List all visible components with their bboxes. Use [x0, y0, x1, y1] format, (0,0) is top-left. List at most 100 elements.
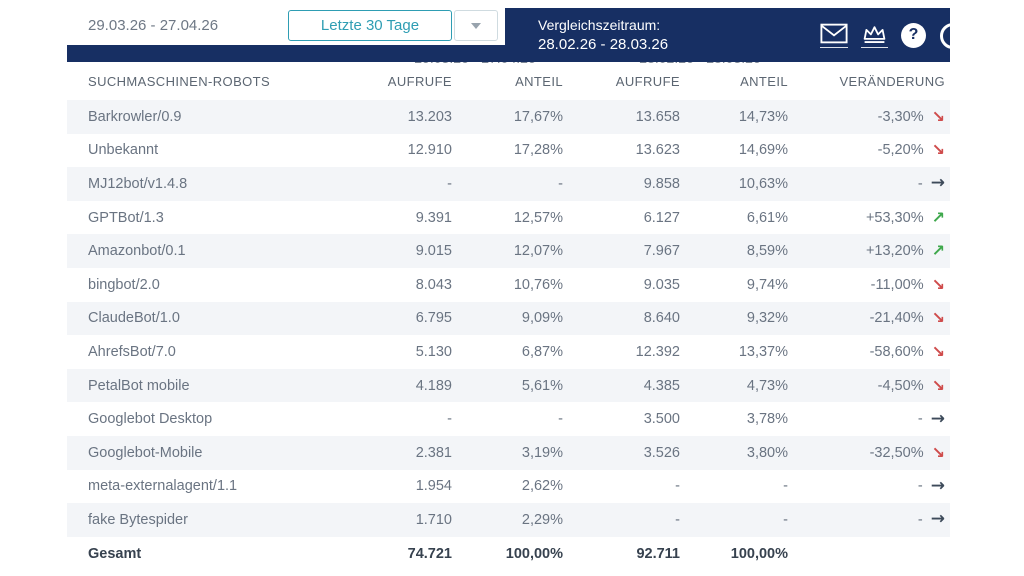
anteil-compare: 13,37%: [738, 343, 788, 360]
anteil-compare: 3,80%: [746, 444, 788, 461]
clipped-edge-icon: [940, 23, 950, 49]
table-row: Amazonbot/0.1 9.015 12,07% 7.967 8,59% +…: [67, 234, 950, 268]
anteil-compare: 8,59%: [746, 243, 788, 260]
table-row: Googlebot-Mobile 2.381 3,19% 3.526 3,80%…: [67, 435, 950, 470]
anteil-compare: 4,73%: [746, 377, 788, 394]
anteil-current: 12,07%: [513, 243, 563, 260]
table-row: bingbot/2.0 8.043 10,76% 9.035 9,74% -11…: [67, 268, 950, 302]
comparison-label: Vergleichszeitraum:: [538, 17, 661, 33]
change-value: -: [917, 175, 923, 192]
table-row: Googlebot Desktop - - 3.500 3,78% - →: [67, 402, 950, 436]
aufrufe-current: 8.043: [415, 276, 452, 293]
aufrufe-compare: 9.858: [643, 175, 680, 192]
bot-name: AhrefsBot/7.0: [88, 343, 176, 360]
total-anteil-current: 100,00%: [505, 545, 563, 562]
robots-table: SUCHMASCHINEN-ROBOTS AUFRUFE ANTEIL AUFR…: [67, 62, 950, 571]
bot-name: fake Bytespider: [88, 511, 188, 528]
current-period-label: 29.03.26 - 27.04.26: [88, 17, 219, 34]
change-value: -5,20%: [877, 142, 924, 159]
bot-name: Googlebot-Mobile: [88, 444, 203, 461]
table-header-row: SUCHMASCHINEN-ROBOTS AUFRUFE ANTEIL AUFR…: [67, 62, 950, 100]
anteil-current: 2,62%: [521, 478, 563, 495]
total-anteil-compare: 100,00%: [730, 545, 788, 562]
aufrufe-current: 5.130: [415, 343, 452, 360]
table-row: MJ12bot/v1.4.8 - - 9.858 10,63% - →: [67, 167, 950, 201]
aufrufe-compare: 3.526: [643, 444, 680, 461]
aufrufe-compare: 6.127: [643, 209, 680, 226]
change-value: -21,40%: [869, 310, 924, 327]
aufrufe-current: 12.910: [407, 142, 452, 159]
col-header-veraenderung: VERÄNDERUNG: [839, 73, 945, 89]
aufrufe-compare: 13.658: [635, 108, 680, 125]
table-row: ClaudeBot/1.0 6.795 9,09% 8.640 9,32% -2…: [67, 301, 950, 336]
col-header-robots: SUCHMASCHINEN-ROBOTS: [88, 73, 271, 89]
table-row: PetalBot mobile 4.189 5,61% 4.385 4,73% …: [67, 368, 950, 403]
trend-icon: →: [930, 475, 945, 496]
change-value: +53,30%: [865, 209, 924, 226]
anteil-compare: 10,63%: [738, 175, 788, 192]
aufrufe-compare: 9.035: [643, 276, 680, 293]
anteil-current: -: [558, 175, 563, 192]
help-glyph: ?: [901, 22, 926, 48]
aufrufe-compare: 3.500: [643, 411, 680, 428]
change-value: -: [917, 511, 923, 528]
trend-icon: ↘: [931, 106, 945, 126]
bot-name: PetalBot mobile: [88, 377, 190, 394]
comparison-period: 28.02.26 - 28.03.26: [538, 36, 669, 53]
aufrufe-current: 2.381: [415, 444, 452, 461]
range-selector-label: Letzte 30 Tage: [320, 17, 420, 34]
help-icon[interactable]: ?: [901, 22, 926, 48]
anteil-compare: 14,69%: [738, 142, 788, 159]
bot-name: Barkrowler/0.9: [88, 108, 182, 125]
aufrufe-compare: -: [675, 511, 680, 528]
anteil-current: -: [558, 411, 563, 428]
aufrufe-compare: 13.623: [635, 142, 680, 159]
trend-icon: ↗: [931, 207, 945, 227]
anteil-current: 9,09%: [521, 310, 563, 327]
aufrufe-current: 1.710: [415, 511, 452, 528]
bot-name: meta-externalagent/1.1: [88, 478, 238, 495]
col-header-anteil-current: ANTEIL: [515, 73, 563, 89]
anteil-compare: 3,78%: [746, 411, 788, 428]
aufrufe-current: 13.203: [407, 108, 452, 125]
trend-icon: ↘: [931, 375, 945, 395]
bot-name: GPTBot/1.3: [88, 209, 164, 226]
change-value: -11,00%: [870, 276, 924, 293]
trend-icon: ↘: [931, 341, 945, 361]
anteil-current: 3,19%: [521, 444, 563, 461]
aufrufe-current: 1.954: [415, 478, 452, 495]
aufrufe-compare: -: [675, 478, 680, 495]
anteil-compare: 9,74%: [746, 276, 788, 293]
aufrufe-compare: 7.967: [643, 243, 680, 260]
trend-icon: ↘: [931, 140, 945, 160]
change-value: -32,50%: [869, 444, 924, 461]
anteil-compare: 14,73%: [738, 108, 788, 125]
aufrufe-compare: 12.392: [635, 343, 680, 360]
anteil-current: 6,87%: [521, 343, 563, 360]
mail-icon[interactable]: [820, 23, 848, 48]
crown-icon[interactable]: [861, 23, 888, 48]
change-value: -58,60%: [869, 343, 924, 360]
range-dropdown-toggle[interactable]: [454, 10, 498, 41]
aufrufe-current: -: [447, 411, 452, 428]
table-row: fake Bytespider 1.710 2,29% - - - →: [67, 503, 950, 537]
change-value: +13,20%: [865, 243, 924, 260]
change-value: -4,50%: [877, 377, 924, 394]
table-body: Barkrowler/0.9 13.203 17,67% 13.658 14,7…: [67, 100, 950, 537]
total-aufrufe-compare: 92.711: [636, 545, 680, 562]
table-row: meta-externalagent/1.1 1.954 2,62% - - -…: [67, 470, 950, 504]
trend-icon: ↘: [931, 274, 945, 294]
aufrufe-current: -: [447, 175, 452, 192]
table-row: AhrefsBot/7.0 5.130 6,87% 12.392 13,37% …: [67, 335, 950, 369]
bot-name: Unbekannt: [88, 142, 159, 159]
total-label: Gesamt: [88, 545, 142, 562]
anteil-current: 2,29%: [521, 511, 563, 528]
range-selector-button[interactable]: Letzte 30 Tage: [288, 10, 452, 41]
table-row: Barkrowler/0.9 13.203 17,67% 13.658 14,7…: [67, 100, 950, 134]
change-value: -: [917, 478, 923, 495]
bot-name: MJ12bot/v1.4.8: [88, 175, 188, 192]
aufrufe-current: 4.189: [415, 377, 452, 394]
anteil-current: 10,76%: [513, 276, 563, 293]
col-header-anteil-compare: ANTEIL: [740, 73, 788, 89]
